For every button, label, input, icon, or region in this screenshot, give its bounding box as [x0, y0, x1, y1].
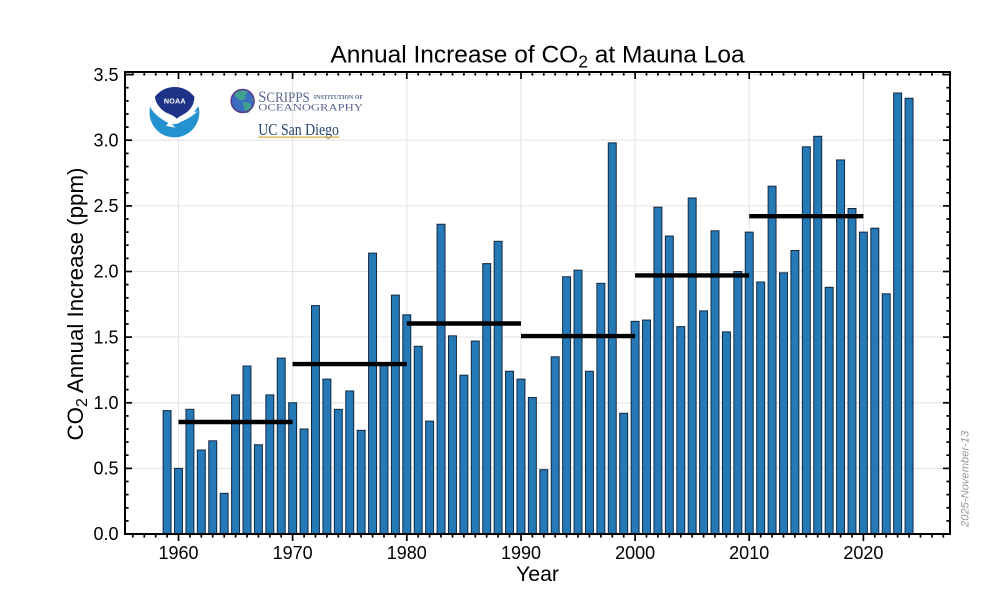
svg-text:1970: 1970 — [273, 543, 313, 563]
svg-text:0.5: 0.5 — [93, 459, 118, 479]
svg-text:Annual Increase of CO2 at Maun: Annual Increase of CO2 at Mauna Loa — [330, 42, 745, 72]
svg-text:Year: Year — [516, 562, 559, 586]
svg-text:1980: 1980 — [387, 543, 427, 563]
svg-text:2020: 2020 — [843, 543, 883, 563]
svg-text:2025-November-13: 2025-November-13 — [960, 430, 972, 528]
svg-text:OCEANOGRAPHY: OCEANOGRAPHY — [258, 103, 363, 114]
svg-text:2.0: 2.0 — [93, 262, 118, 282]
svg-text:0.0: 0.0 — [93, 524, 118, 544]
svg-text:SCRIPPS: SCRIPPS — [258, 87, 310, 106]
svg-text:1.5: 1.5 — [93, 327, 118, 347]
svg-text:2.5: 2.5 — [93, 196, 118, 216]
svg-text:3.5: 3.5 — [93, 65, 118, 85]
svg-text:1990: 1990 — [501, 543, 541, 563]
svg-text:CO2 Annual Increase (ppm): CO2 Annual Increase (ppm) — [63, 168, 91, 441]
svg-text:3.0: 3.0 — [93, 130, 118, 150]
svg-text:INSTITUTION OF: INSTITUTION OF — [314, 94, 363, 101]
svg-text:1960: 1960 — [158, 543, 198, 563]
svg-text:UC San Diego: UC San Diego — [258, 120, 339, 139]
svg-text:NOAA: NOAA — [164, 97, 186, 106]
svg-text:2000: 2000 — [615, 543, 655, 563]
svg-text:1.0: 1.0 — [93, 393, 118, 413]
svg-text:2010: 2010 — [729, 543, 769, 563]
